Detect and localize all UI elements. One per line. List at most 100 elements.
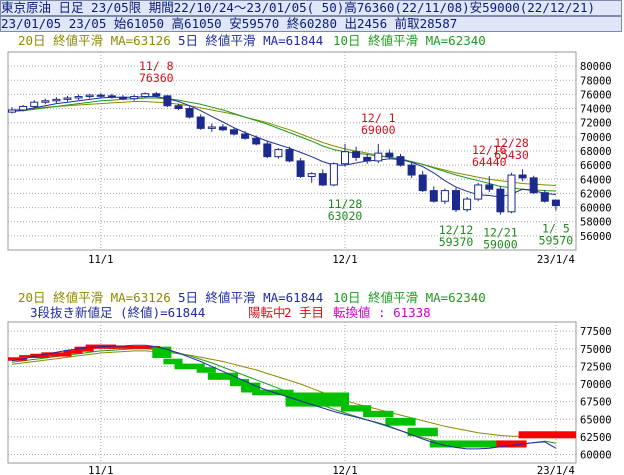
annotation-value: 76360 — [139, 71, 174, 85]
y-tick-label: 60000 — [580, 203, 612, 215]
legend-ma5-bottom: 5日 終値平滑 MA=61844 — [178, 290, 323, 305]
candle-down — [396, 156, 405, 166]
x-tick-label: 23/1/4 — [537, 254, 575, 266]
candle-up — [130, 96, 139, 100]
candle-down — [96, 94, 105, 97]
candlestick-grid: 80000 78000 76000 74000 72000 70000 68000 66000… — [8, 52, 612, 250]
annotation-date: 11/28 — [328, 197, 363, 211]
brick-up — [518, 431, 576, 439]
candle-down — [540, 192, 549, 202]
brick-down — [152, 346, 172, 358]
brick-up — [8, 357, 28, 361]
annotation-date: 12/ 1 — [361, 111, 396, 125]
candle-down — [352, 151, 361, 158]
candle-down — [230, 129, 238, 135]
brick-down — [174, 363, 205, 370]
y-tick-label: 62500 — [580, 432, 612, 444]
y-tick-label: 60000 — [580, 450, 612, 462]
brick-up — [107, 345, 161, 349]
candle-up — [307, 173, 316, 177]
brick-down — [241, 382, 261, 393]
ma20-line — [11, 101, 556, 186]
candlestick-panel: 20日 終値平滑 MA=63126 5日 終値平滑 MA=61844 10日 終… — [7, 33, 612, 266]
header-line-period: 東京原油 日足 23/05限 期間22/10/24～23/01/05( 50)高… — [0, 0, 622, 16]
brick-down — [196, 367, 216, 373]
legend-ma20-bottom: 20日 終値平滑 MA=63126 — [18, 290, 171, 305]
ma10-line — [11, 97, 556, 192]
brick-down — [429, 440, 505, 448]
chart-header: 東京原油 日足 23/05限 期間22/10/24～23/01/05( 50)高… — [0, 0, 622, 32]
three-line-break-panel: 20日 終値平滑 MA=63126 5日 終値平滑 MA=61844 10日 終… — [7, 290, 612, 475]
candle-down — [196, 116, 205, 129]
y-tick-label: 76000 — [580, 89, 612, 101]
brick-down — [341, 405, 372, 412]
annotation-value: 65430 — [494, 148, 529, 162]
y-tick-label: 70000 — [580, 379, 612, 391]
tlb-count: 2 手目 — [284, 305, 324, 320]
y-tick-label: 62000 — [580, 188, 612, 200]
ma5-line — [11, 344, 557, 450]
y-tick-label: 74000 — [580, 104, 612, 116]
annotation-value: 59570 — [539, 234, 574, 248]
tlb-label: 3段抜き新値足 (終値)=61844 — [30, 305, 205, 320]
annotation-date: 12/12 — [439, 223, 474, 237]
candle-up — [141, 93, 150, 98]
candle-up — [329, 163, 338, 186]
candle-up — [463, 198, 472, 211]
candle-up — [85, 94, 94, 98]
ma20-line — [11, 350, 556, 437]
candle-down — [385, 152, 394, 158]
candle-down — [119, 96, 127, 100]
candle-down — [218, 126, 227, 131]
candle-up — [41, 100, 50, 103]
y-tick-label: 56000 — [580, 231, 612, 243]
x-tick-label: 23/1/4 — [537, 465, 575, 475]
y-tick-label: 80000 — [580, 61, 612, 73]
candle-down — [418, 174, 427, 192]
legend-ma10-top: 10日 終値平滑 MA=62340 — [333, 33, 486, 48]
candle-down — [296, 160, 305, 177]
ma5-line — [11, 96, 556, 198]
annotation-value: 63020 — [328, 209, 363, 223]
annotation-value: 59370 — [439, 235, 474, 249]
annotation-value: 59000 — [483, 238, 518, 252]
y-tick-label: 77500 — [580, 326, 612, 338]
annotation-date: 12/21 — [483, 226, 518, 240]
candle-down — [263, 143, 272, 158]
candle-down — [252, 137, 261, 145]
candle-down — [163, 95, 172, 107]
candle-up — [8, 109, 16, 113]
candle-down — [185, 108, 194, 118]
candle-down — [318, 173, 327, 186]
brick-down — [407, 427, 438, 437]
candle-up — [374, 152, 383, 162]
candle-down — [241, 133, 250, 139]
candle-down — [452, 190, 460, 211]
candle-down — [529, 177, 538, 194]
x-tick-label: 11/1 — [88, 465, 113, 475]
brick-up — [496, 440, 527, 448]
candle-up — [52, 98, 61, 102]
x-tick-label: 12/1 — [332, 465, 357, 475]
legend-ma5-top: 5日 終値平滑 MA=61844 — [178, 33, 323, 48]
brick-down — [207, 372, 238, 380]
y-tick-label: 70000 — [580, 132, 612, 144]
candle-up — [30, 101, 39, 107]
brick-up — [74, 346, 94, 352]
y-tick-label: 72500 — [580, 361, 612, 373]
y-tick-label: 75000 — [580, 344, 612, 356]
candle-up — [207, 126, 216, 129]
annotation-date: 1/ 5 — [542, 222, 570, 236]
y-tick-label: 67500 — [580, 397, 612, 409]
candle-down — [496, 188, 505, 213]
tlb-trend: 陽転中 — [248, 305, 286, 320]
y-tick-label: 66000 — [580, 160, 612, 172]
candle-down — [407, 164, 416, 176]
y-tick-label: 78000 — [580, 75, 612, 87]
candle-up — [440, 190, 449, 202]
annotation-value: 69000 — [361, 123, 396, 137]
brick-down — [163, 358, 183, 365]
candle-down — [152, 93, 161, 97]
candles — [8, 91, 560, 215]
